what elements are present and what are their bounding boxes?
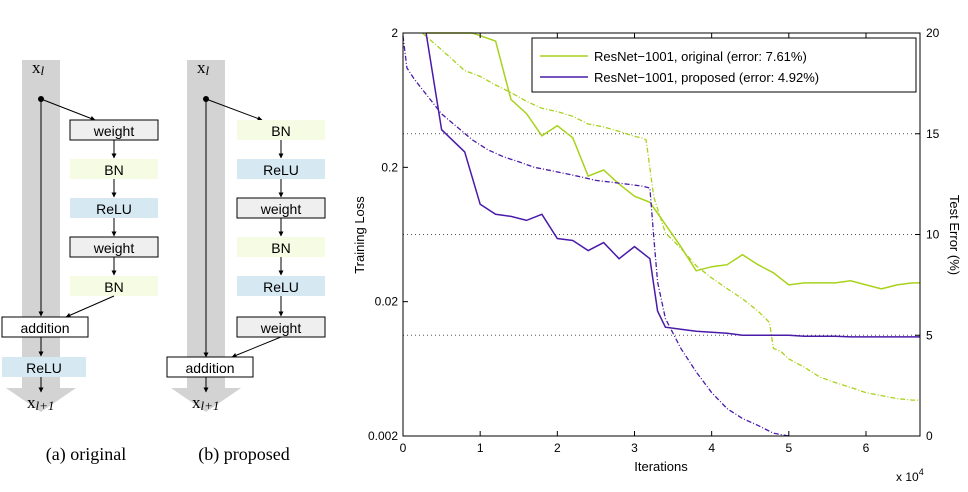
- bn-block: [70, 276, 158, 296]
- weight-label: weight: [260, 320, 302, 336]
- y-right-tick-label: 20: [926, 26, 940, 40]
- bn-label: BN: [271, 123, 290, 139]
- weight-label: weight: [93, 240, 135, 256]
- branch-arrow: [205, 98, 263, 121]
- post-relu-block: [2, 357, 86, 377]
- y-right-tick-label: 0: [926, 429, 933, 443]
- y-left-tick-label: 0.02: [375, 295, 399, 309]
- input-x-label: xl: [32, 58, 45, 78]
- residual-branch: BN ReLU weight BN ReLU weight: [231, 120, 326, 358]
- y-left-tick-label: 0.2: [381, 160, 398, 174]
- diagram-proposed: xl BN ReLU weight BN ReLU weight addit: [166, 58, 326, 465]
- caption-proposed: (b) proposed: [198, 444, 289, 465]
- x-multiplier-label: x 104: [896, 467, 924, 484]
- addition-label: addition: [185, 360, 234, 376]
- y-axis-left-label: Training Loss: [352, 196, 367, 274]
- x-tick-label: 0: [400, 441, 407, 455]
- output-x-label: xl+1: [192, 393, 219, 413]
- y-right-tick-label: 10: [926, 228, 940, 242]
- weight-label: weight: [260, 201, 302, 217]
- y-left-tick-label: 0.002: [368, 429, 398, 443]
- legend-entry-proposed: ResNet−1001, proposed (error: 4.92%): [594, 70, 819, 85]
- x-tick-label: 4: [708, 441, 715, 455]
- relu-block: [237, 159, 325, 179]
- relu-block: [70, 198, 158, 218]
- merge-arrow: [65, 295, 115, 318]
- y-axis-right-label: Test Error (%): [947, 195, 962, 275]
- test-error-line-proposed: [425, 32, 920, 338]
- legend-box: [531, 37, 917, 93]
- merge-arrow: [231, 336, 282, 358]
- y-right-tick-label: 15: [926, 127, 940, 141]
- x-tick-label: 1: [477, 441, 484, 455]
- x-tick-label: 5: [785, 441, 792, 455]
- relu-label: ReLU: [96, 201, 132, 217]
- bn-label: BN: [271, 240, 290, 256]
- test-error-line-original: [426, 32, 920, 290]
- legend-entry-original: ResNet−1001, original (error: 7.61%): [594, 49, 807, 64]
- train-loss-line-proposed: [402, 35, 789, 437]
- post-relu-label: ReLU: [26, 360, 62, 376]
- relu-label: ReLU: [263, 279, 299, 295]
- bn-label: BN: [104, 162, 123, 178]
- addition-label: addition: [20, 320, 69, 336]
- input-x-label: xl: [197, 58, 210, 78]
- plot-frame: [402, 32, 921, 437]
- relu-label: ReLU: [263, 162, 299, 178]
- gridlines: [403, 133, 920, 336]
- addition-block: [166, 356, 254, 378]
- addition-block: [1, 316, 89, 338]
- relu-block: [237, 276, 325, 296]
- weight-label: weight: [93, 123, 135, 139]
- bn-block: [237, 237, 325, 257]
- output-x-label: xl+1: [27, 393, 54, 413]
- x-axis-label: Iterations: [634, 459, 688, 474]
- diagram-original: xl weight BN ReLU weight BN addition ReL…: [1, 58, 159, 465]
- x-tick-label: 3: [631, 441, 638, 455]
- caption-original: (a) original: [46, 444, 126, 465]
- bn-block: [70, 159, 158, 179]
- branch-arrow: [40, 98, 96, 121]
- x-tick-label: 6: [863, 441, 870, 455]
- y-left-tick-label: 2: [391, 26, 398, 40]
- x-tick-label: 2: [554, 441, 561, 455]
- bn-block: [237, 120, 325, 140]
- residual-branch: weight BN ReLU weight BN: [65, 119, 159, 318]
- train-loss-line-original: [421, 32, 920, 401]
- bn-label: BN: [104, 279, 123, 295]
- y-right-tick-label: 5: [926, 328, 933, 342]
- series-layer: [402, 32, 920, 437]
- legend: ResNet−1001, original (error: 7.61%) Res…: [531, 37, 917, 93]
